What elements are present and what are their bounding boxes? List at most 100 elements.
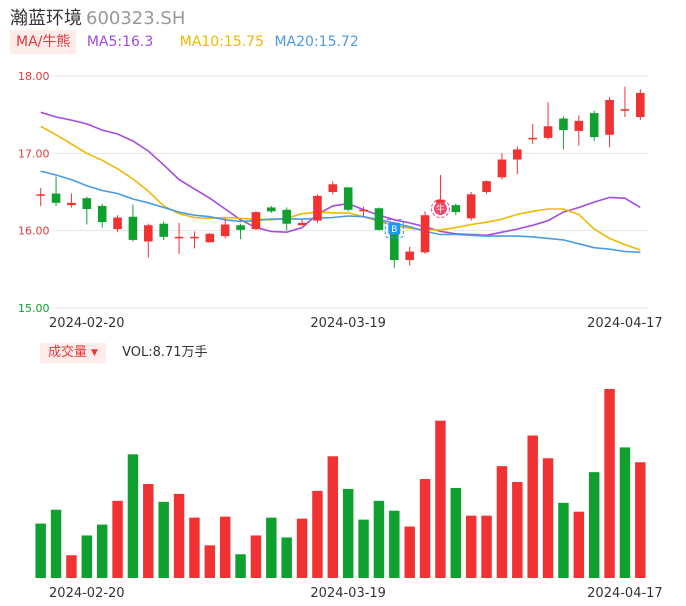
- candle-body: [359, 209, 368, 212]
- candle: [159, 221, 168, 240]
- candle: [359, 206, 368, 217]
- candle: [51, 176, 61, 206]
- candle-body: [251, 212, 261, 230]
- date-tick-label: 2024-02-20: [49, 316, 125, 331]
- candle: [513, 146, 522, 175]
- candle-body: [97, 205, 107, 223]
- stock-code: 600323.SH: [86, 8, 186, 29]
- volume-bar: [435, 420, 446, 578]
- date-axis: 2024-02-20 2024-03-19 2024-04-17: [49, 316, 663, 331]
- candle: [236, 223, 245, 240]
- signal-marker-text: B: [391, 225, 397, 235]
- volume-indicator-selector[interactable]: 成交量 ▼: [40, 343, 106, 363]
- ma5-line: [40, 111, 641, 237]
- price-tick-label: 17.00: [18, 147, 50, 160]
- candle: [113, 215, 122, 233]
- candle-body: [405, 251, 414, 261]
- candle-body: [482, 181, 491, 192]
- candles: [36, 86, 645, 268]
- candle: [405, 246, 414, 266]
- volume-bar: [542, 458, 554, 578]
- ma20-label: MA20:15.72: [274, 34, 359, 50]
- volume-bar: [619, 447, 631, 578]
- candle-body: [620, 109, 630, 111]
- candle-body: [267, 207, 276, 212]
- volume-bar: [588, 472, 600, 578]
- candle-body: [190, 236, 199, 239]
- volume-bar: [496, 466, 508, 578]
- candle-body: [67, 202, 76, 206]
- volume-value: VOL:8.71万手: [122, 345, 208, 360]
- candle-body: [113, 217, 122, 230]
- candle: [374, 207, 384, 231]
- candle: [220, 218, 230, 239]
- candle-body: [51, 193, 61, 203]
- volume-bar: [312, 490, 323, 578]
- candle-body: [36, 194, 45, 196]
- candle: [543, 102, 553, 140]
- price-axis: 18.00 17.00 16.00 15.00: [18, 70, 50, 315]
- volume-bar: [558, 502, 569, 578]
- candle: [451, 203, 461, 216]
- volume-legend: 成交量 ▼ VOL:8.71万手: [40, 341, 208, 363]
- candle: [620, 86, 630, 117]
- moving-average-lines: [40, 111, 641, 254]
- candle: [282, 207, 291, 231]
- candle: [313, 194, 322, 223]
- volume-bar: [50, 509, 62, 578]
- candle: [67, 193, 76, 208]
- candle: [36, 188, 45, 206]
- candle: [466, 192, 476, 221]
- candle-body: [513, 149, 522, 160]
- volume-bar: [373, 500, 385, 578]
- candle-body: [528, 137, 537, 140]
- volume-bar: [342, 488, 354, 578]
- date-tick-label: 2024-03-19: [310, 316, 386, 331]
- candle-body: [374, 208, 384, 230]
- volume-bar: [189, 517, 200, 578]
- volume-date-axis: 2024-02-20 2024-03-19 2024-04-17: [49, 586, 663, 601]
- date-tick-label: 2024-04-17: [587, 316, 663, 331]
- candle: [251, 211, 261, 230]
- candle-body: [574, 120, 584, 131]
- ma10-line: [40, 125, 641, 251]
- bull-signal-marker[interactable]: 牛: [430, 199, 450, 219]
- volume-bar: [358, 519, 369, 578]
- candle: [128, 204, 138, 242]
- volume-bar: [481, 515, 492, 578]
- volume-bar: [143, 483, 154, 578]
- candle-body: [451, 205, 461, 213]
- stock-name: 瀚蓝环境: [10, 8, 82, 29]
- candle-body: [82, 198, 92, 210]
- candle: [144, 223, 153, 258]
- candle: [574, 115, 584, 146]
- volume-bar: [66, 555, 77, 578]
- candle-body: [589, 113, 599, 138]
- ma10-label: MA10:15.75: [179, 34, 265, 50]
- caret-down-icon: ▼: [91, 348, 98, 358]
- volume-date-tick-label: 2024-02-20: [49, 586, 125, 601]
- candle-body: [328, 184, 338, 192]
- volume-bar: [235, 554, 246, 578]
- candle-body: [128, 216, 138, 240]
- grid: [55, 75, 648, 309]
- candle: [267, 205, 276, 213]
- volume-bar: [604, 389, 615, 578]
- candle: [605, 96, 614, 148]
- volume-bars: [35, 389, 646, 578]
- price-tick-label: 16.00: [18, 225, 50, 238]
- ma-legend: MA/牛熊 MA5:16.3 MA10:15.75 MA20:15.72: [10, 30, 359, 54]
- candle-body: [497, 159, 507, 178]
- candle: [97, 203, 107, 228]
- price-tick-label: 15.00: [18, 302, 50, 315]
- candle: [174, 222, 184, 254]
- ma-indicator-selector[interactable]: MA/牛熊: [10, 30, 77, 54]
- volume-indicator-label: 成交量: [48, 345, 88, 360]
- candle: [343, 187, 353, 212]
- candle-body: [236, 225, 245, 230]
- candle: [82, 196, 92, 225]
- signal-markers: B牛: [384, 199, 450, 239]
- candle: [420, 211, 430, 254]
- buy-signal-marker[interactable]: B: [384, 219, 404, 239]
